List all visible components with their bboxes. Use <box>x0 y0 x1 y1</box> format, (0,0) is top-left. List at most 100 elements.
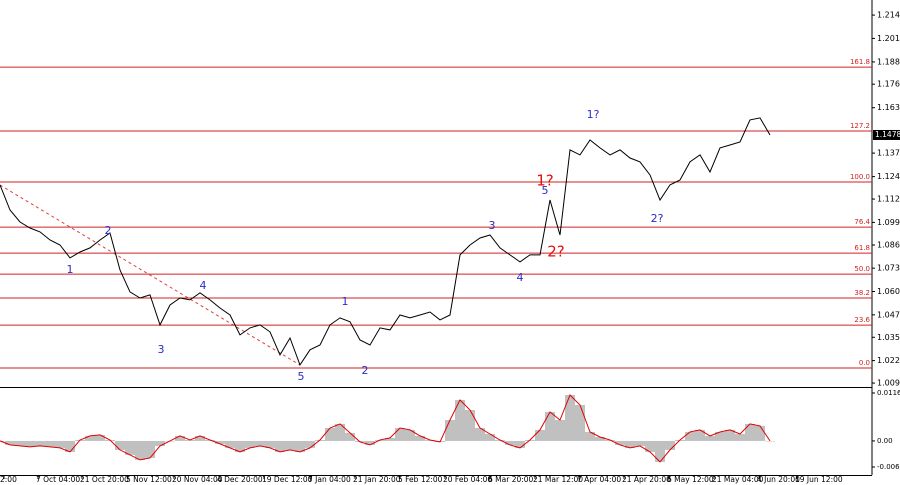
y-tick-label: 1.0865 <box>877 241 900 250</box>
osc-bar <box>545 411 555 441</box>
y-tick-label: 1.0476 <box>877 310 900 319</box>
osc-bar <box>665 440 675 450</box>
x-tick-label: 21 Oct 20:00 <box>80 475 129 484</box>
x-tick-label: 5 Nov 12:00 <box>126 475 172 484</box>
osc-bar <box>745 423 755 441</box>
osc-bar <box>255 440 265 446</box>
osc-bar <box>155 440 165 446</box>
wave-label: 2 <box>105 224 112 237</box>
osc-bar <box>535 429 545 441</box>
osc-bar <box>295 440 305 452</box>
y-tick-label: 1.0096 <box>877 379 900 388</box>
wave-label: 1 <box>342 295 349 308</box>
x-tick-label: 21 Jan 20:00 <box>353 475 401 484</box>
wave-label: 3 <box>158 343 165 356</box>
osc-bar <box>475 427 485 441</box>
level-label: 0.0 <box>859 359 870 367</box>
osc-bar <box>265 440 275 448</box>
osc-bar <box>135 440 145 460</box>
osc-bar <box>505 440 515 445</box>
osc-bar <box>615 440 625 445</box>
osc-bar <box>35 440 45 446</box>
osc-bar <box>415 435 425 441</box>
osc-bar <box>275 440 285 452</box>
y-tick-label: 1.2016 <box>877 34 900 43</box>
osc-bar <box>225 440 235 448</box>
osc-y-tick-label: 0.01168 <box>877 389 900 397</box>
x-tick-label: 19 Dec 12:00 <box>262 475 313 484</box>
x-tick-label: 19 Jun 12:00 <box>795 475 843 484</box>
osc-bar <box>215 440 225 444</box>
level-label: 76.4 <box>854 218 870 226</box>
level-label: 127.2 <box>850 122 870 130</box>
osc-bar <box>85 435 95 441</box>
osc-bar <box>245 440 255 448</box>
osc-bar <box>705 435 715 441</box>
osc-bar <box>365 440 375 445</box>
osc-line <box>0 394 771 463</box>
y-tick-label: 1.1246 <box>877 172 900 181</box>
osc-bar <box>635 440 645 446</box>
osc-bar <box>735 433 745 441</box>
osc-bar <box>115 440 125 450</box>
level-label: 161.8 <box>850 58 870 66</box>
osc-bar <box>485 433 495 441</box>
osc-bar <box>25 440 35 447</box>
osc-bar <box>405 429 415 441</box>
wave-label: 2 <box>362 364 369 377</box>
wave-label: 4 <box>200 279 207 292</box>
osc-bar <box>235 440 245 452</box>
osc-bar <box>755 425 765 441</box>
osc-bar <box>345 432 355 441</box>
wave-label: 1? <box>536 172 554 190</box>
osc-bar <box>15 440 25 446</box>
osc-bar <box>325 427 335 441</box>
level-label: 23.6 <box>854 316 870 324</box>
wave-label: 5 <box>298 370 305 383</box>
osc-bar <box>595 436 605 441</box>
osc-bar <box>715 431 725 441</box>
osc-bar <box>55 440 65 448</box>
osc-bar <box>455 399 465 441</box>
wave-label: 4 <box>517 271 524 284</box>
y-tick-label: 1.2146 <box>877 11 900 20</box>
osc-bar <box>695 429 705 441</box>
x-tick-label: 20 Feb 04:00 <box>443 475 492 484</box>
level-label: 38.2 <box>854 289 870 297</box>
osc-bar <box>765 440 775 442</box>
wave-label: 2? <box>547 243 565 261</box>
osc-bar <box>145 440 155 458</box>
wave-label: 2? <box>651 212 664 225</box>
x-tick-label: 7 Apr 04:00 <box>577 475 621 484</box>
osc-bar <box>445 419 455 441</box>
osc-bar <box>195 435 205 441</box>
x-tick-label: 21 Apr 20:00 <box>622 475 671 484</box>
osc-bar <box>45 440 55 447</box>
trend-line <box>0 184 301 366</box>
x-tick-label: 21 Mar 12:00 <box>533 475 583 484</box>
osc-bar <box>565 395 575 441</box>
osc-bar <box>335 423 345 441</box>
last-price-label: 1.1478 <box>875 130 900 139</box>
x-tick-label: 4 Jun 20:00 <box>757 475 800 484</box>
osc-bar <box>575 404 585 441</box>
osc-bar <box>465 409 475 441</box>
osc-bar <box>95 434 105 441</box>
price-line <box>0 117 771 366</box>
osc-bar <box>125 440 135 455</box>
x-tick-label: 4 Dec 20:00 <box>217 475 263 484</box>
x-tick-label: 7 Jan 04:00 <box>308 475 351 484</box>
osc-bar <box>555 419 565 441</box>
x-tick-label: 5 Feb 12:00 <box>398 475 443 484</box>
y-tick-label: 1.1630 <box>877 103 900 112</box>
osc-bar <box>515 440 525 448</box>
osc-bar <box>385 437 395 441</box>
x-tick-label: 20 Nov 04:00 <box>172 475 223 484</box>
osc-bar <box>65 440 75 452</box>
